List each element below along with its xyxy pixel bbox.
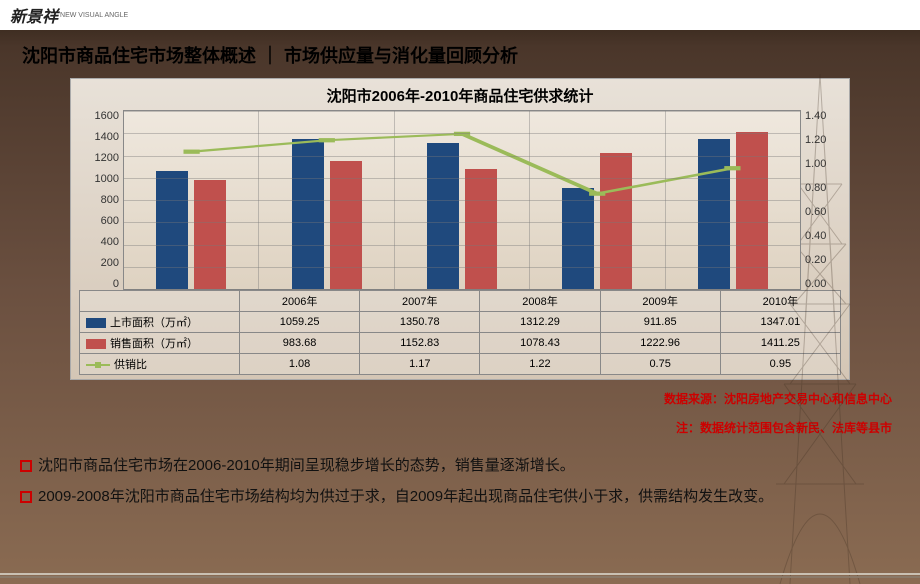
y-axis-right: 1.401.201.000.800.600.400.200.00 (801, 110, 841, 290)
bar-listed (562, 188, 594, 289)
data-source-line2: 注：数据统计范围包含新民、法库等县市 (0, 409, 920, 438)
bullet-item: 沈阳市商品住宅市场在2006-2010年期间呈现稳步增长的态势，销售量逐渐增长。 (20, 454, 900, 475)
chart-data-table: 2006年2007年2008年2009年2010年上市面积（万㎡）1059.25… (79, 290, 841, 375)
bullet-list: 沈阳市商品住宅市场在2006-2010年期间呈现稳步增长的态势，销售量逐渐增长。… (0, 438, 920, 506)
bar-sold (600, 153, 632, 289)
bottom-divider (0, 573, 920, 578)
chart-plot-area (123, 110, 801, 290)
bar-listed (156, 171, 188, 289)
logo-text: 新景祥 (10, 3, 58, 27)
y-axis-left: 16001400120010008006004002000 (79, 110, 123, 290)
bar-sold (465, 169, 497, 289)
chart-title: 沈阳市2006年-2010年商品住宅供求统计 (79, 85, 841, 106)
page-title: 沈阳市商品住宅市场整体概述 ｜ 市场供应量与消化量回顾分析 (0, 30, 920, 78)
logo-subtext: NEW VISUAL ANGLE (60, 12, 128, 19)
data-source-line1: 数据来源：沈阳房地产交易中心和信息中心 (0, 380, 920, 409)
bar-sold (194, 180, 226, 289)
bullet-icon (20, 491, 32, 503)
logo-bar: 新景祥 NEW VISUAL ANGLE (0, 0, 920, 30)
bullet-item: 2009-2008年沈阳市商品住宅市场结构均为供过于求，自2009年起出现商品住… (20, 485, 900, 506)
chart-container: 沈阳市2006年-2010年商品住宅供求统计 16001400120010008… (70, 78, 850, 380)
bar-sold (330, 161, 362, 289)
bullet-icon (20, 460, 32, 472)
